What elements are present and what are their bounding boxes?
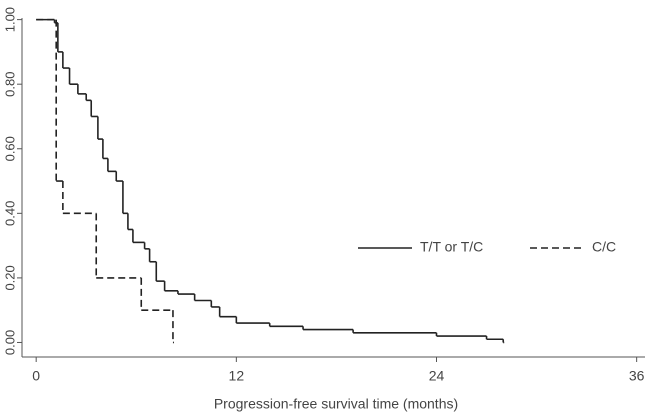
- y-tick-label: 0.20: [2, 265, 17, 290]
- legend-label: C/C: [592, 239, 616, 255]
- legend-label: T/T or T/C: [420, 239, 483, 255]
- y-tick-label: 0.80: [2, 72, 17, 97]
- x-tick-label: 24: [429, 368, 445, 384]
- y-tick-label: 0.40: [2, 201, 17, 226]
- x-tick-label: 0: [32, 368, 40, 384]
- x-axis-label: Progression-free survival time (months): [214, 396, 458, 412]
- x-tick-label: 12: [229, 368, 245, 384]
- x-tick-label: 36: [629, 368, 645, 384]
- y-tick-label: 1.00: [2, 7, 17, 32]
- y-tick-label: 0.00: [2, 330, 17, 355]
- y-tick-label: 0.60: [2, 136, 17, 161]
